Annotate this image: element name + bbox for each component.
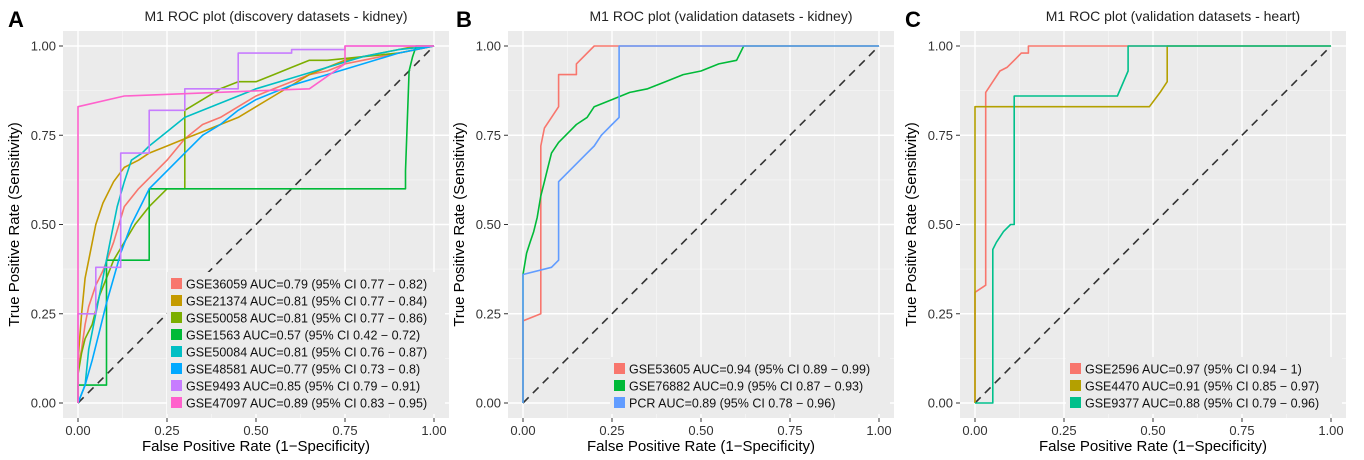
- legend-label: GSE2596 AUC=0.97 (95% CI 0.94 − 1): [1085, 363, 1302, 377]
- legend-label: GSE50084 AUC=0.81 (95% CI 0.76 − 0.87): [186, 346, 427, 360]
- x-axis-label: False Positive Rate (1−Specificity): [142, 438, 370, 455]
- x-tick-label: 0.25: [154, 423, 179, 438]
- panel-b: 0.00 0.00 0.25 0.25 0.50 0.50 0.75 0.75 1.00 1.00…: [451, 7, 894, 455]
- y-tick-label: 0.50: [31, 217, 56, 232]
- legend-key: [171, 312, 182, 323]
- roc-curve-series: [975, 45, 1331, 404]
- y-tick-label: 0.50: [928, 217, 953, 232]
- legend-box: [167, 272, 445, 414]
- roc-curve-series: [974, 45, 1331, 403]
- panel-c: 0.00 0.00 0.25 0.25 0.50 0.50 0.75 0.75 1.00 1.00…: [903, 7, 1346, 455]
- y-tick-label: 0.25: [476, 306, 501, 321]
- legend-label: GSE36059 AUC=0.79 (95% CI 0.77 − 0.82): [186, 278, 427, 292]
- legend-key: [171, 329, 182, 340]
- legend-label: GSE47097 AUC=0.89 (95% CI 0.83 − 0.95): [186, 397, 427, 411]
- roc-curve-series: [77, 45, 435, 404]
- x-tick-label: 0.75: [1229, 423, 1254, 438]
- legend-label: GSE1563 AUC=0.57 (95% CI 0.42 − 0.72): [186, 329, 420, 343]
- legend-key: [614, 380, 625, 391]
- legend-label: GSE9493 AUC=0.85 (95% CI 0.79 − 0.91): [186, 380, 420, 394]
- panel-a: 0.00 0.00 0.25 0.25 0.50 0.50 0.75 0.75 1.00 1.00…: [6, 7, 449, 455]
- y-axis-label: True Positive Rate (Sensitivity): [6, 122, 23, 327]
- legend-key: [171, 346, 182, 357]
- legend-label: GSE53605 AUC=0.94 (95% CI 0.89 − 0.99): [629, 363, 870, 377]
- y-tick-label: 0.00: [928, 396, 953, 411]
- y-tick-label: 0.00: [476, 396, 501, 411]
- x-tick-label: 0.00: [510, 423, 535, 438]
- legend-key: [171, 278, 182, 289]
- panel-letter: A: [8, 7, 24, 32]
- legend-key: [171, 363, 182, 374]
- x-tick-label: 0.75: [332, 423, 357, 438]
- y-tick-label: 0.25: [31, 306, 56, 321]
- x-tick-label: 1.00: [1318, 423, 1343, 438]
- legend-box: [1066, 357, 1342, 414]
- panel-letter: B: [456, 7, 472, 32]
- y-tick-label: 1.00: [928, 39, 953, 54]
- x-tick-label: 1.00: [421, 423, 446, 438]
- legend-key: [614, 363, 625, 374]
- legend-key: [171, 295, 182, 306]
- legend-key: [1070, 380, 1081, 391]
- legend-label: GSE48581 AUC=0.77 (95% CI 0.73 − 0.8): [186, 363, 420, 377]
- y-tick-label: 0.00: [31, 396, 56, 411]
- legend-label: GSE50058 AUC=0.81 (95% CI 0.77 − 0.86): [186, 312, 427, 326]
- y-tick-label: 0.75: [476, 128, 501, 143]
- roc-curve-series: [77, 45, 435, 404]
- diagonal-reference-line: [77, 45, 435, 404]
- legend-key: [171, 380, 182, 391]
- chart-title: M1 ROC plot (discovery datasets - kidney…: [145, 8, 408, 24]
- x-tick-label: 0.00: [962, 423, 987, 438]
- roc-curve-series: [522, 45, 879, 403]
- x-tick-label: 0.00: [65, 423, 90, 438]
- legend-label: PCR AUC=0.89 (95% CI 0.78 − 0.96): [629, 397, 835, 411]
- x-tick-label: 0.50: [243, 423, 268, 438]
- y-tick-label: 1.00: [31, 39, 56, 54]
- legend-label: GSE21374 AUC=0.81 (95% CI 0.77 − 0.84): [186, 295, 427, 309]
- x-tick-label: 0.25: [1051, 423, 1076, 438]
- y-tick-label: 0.50: [476, 217, 501, 232]
- x-tick-label: 0.25: [599, 423, 624, 438]
- roc-curve-series: [522, 45, 879, 403]
- diagonal-reference-line: [974, 45, 1332, 404]
- legend-key: [1070, 363, 1081, 374]
- roc-curve-series: [522, 45, 879, 403]
- y-tick-label: 0.75: [928, 128, 953, 143]
- diagonal-reference-line: [522, 45, 880, 404]
- roc-curve-series: [77, 45, 434, 403]
- chart-title: M1 ROC plot (validation datasets - heart…: [1046, 8, 1300, 24]
- x-axis-label: False Positive Rate (1−Specificity): [587, 438, 815, 455]
- y-tick-label: 1.00: [476, 39, 501, 54]
- y-axis-label: True Positive Rate (Sensitivity): [903, 122, 920, 327]
- legend-key: [171, 397, 182, 408]
- legend-key: [1070, 397, 1081, 408]
- panel-letter: C: [905, 7, 921, 32]
- chart-title: M1 ROC plot (validation datasets - kidne…: [590, 8, 853, 24]
- legend-label: GSE76882 AUC=0.9 (95% CI 0.87 − 0.93): [629, 380, 863, 394]
- x-axis-label: False Positive Rate (1−Specificity): [1039, 438, 1267, 455]
- y-tick-label: 0.75: [31, 128, 56, 143]
- legend-box: [610, 357, 890, 414]
- x-tick-label: 0.50: [1140, 423, 1165, 438]
- legend-label: GSE4470 AUC=0.91 (95% CI 0.85 − 0.97): [1085, 380, 1319, 394]
- roc-curve-series: [77, 45, 434, 403]
- y-axis-label: True Positive Rate (Sensitivity): [451, 122, 468, 327]
- y-tick-label: 0.25: [928, 306, 953, 321]
- x-tick-label: 0.75: [777, 423, 802, 438]
- legend-label: GSE9377 AUC=0.88 (95% CI 0.79 − 0.96): [1085, 397, 1319, 411]
- legend-key: [614, 397, 625, 408]
- roc-curve-series: [77, 45, 435, 403]
- x-tick-label: 1.00: [866, 423, 891, 438]
- x-tick-label: 0.50: [688, 423, 713, 438]
